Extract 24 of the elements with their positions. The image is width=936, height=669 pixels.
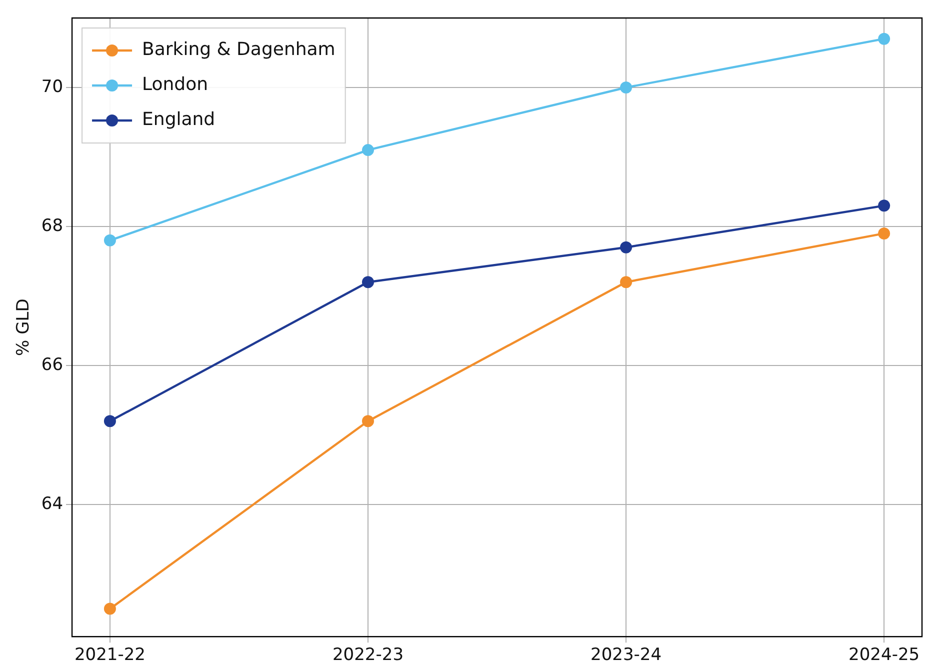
x-tick-label: 2023-24 — [590, 645, 662, 666]
legend-label: England — [142, 109, 216, 130]
point — [620, 82, 632, 94]
point — [620, 276, 632, 288]
legend-label: Barking & Dagenham — [142, 39, 336, 60]
point — [878, 200, 890, 212]
point — [878, 32, 890, 45]
point — [362, 276, 374, 288]
point — [104, 234, 116, 246]
y-tick-label: 66 — [41, 354, 64, 375]
y-tick-label: 68 — [41, 216, 64, 236]
y-tick-label: 64 — [41, 494, 64, 514]
point — [362, 144, 374, 156]
point — [878, 227, 890, 240]
point — [104, 602, 116, 615]
y-tick-label: 70 — [41, 76, 64, 97]
legend-label: London — [142, 74, 208, 96]
x-tick-label: 2021-22 — [74, 645, 146, 666]
point — [104, 415, 116, 428]
point — [362, 415, 374, 428]
x-tick-label: 2022-23 — [332, 645, 404, 666]
point — [620, 241, 632, 254]
y-axis-title: % GLD — [14, 298, 34, 356]
x-tick-label: 2024-25 — [848, 645, 920, 666]
